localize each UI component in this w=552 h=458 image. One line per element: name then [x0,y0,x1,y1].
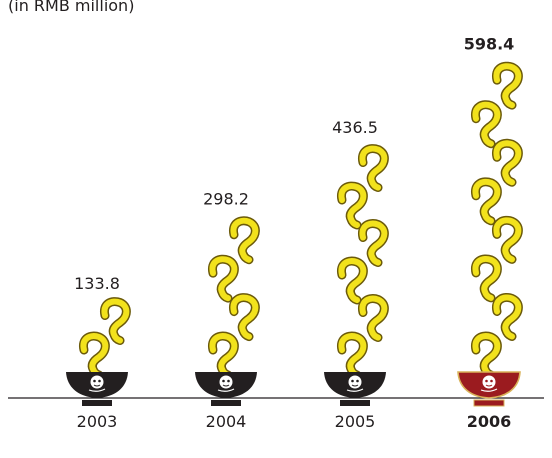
noodle-squiggle-icon [228,216,260,265]
bar-2005: 436.5 2005 [324,118,389,431]
noodle-squiggle-icon [336,331,368,380]
data-label: 598.4 [464,35,515,54]
noodle-squiggle-icon [336,256,368,305]
x-tick-label: 2005 [335,412,376,431]
noodle-squiggle-icon [78,331,110,380]
noodle-bowl-icon [195,372,257,406]
noodle-squiggle-icon [99,297,131,346]
data-label: 298.2 [203,189,249,208]
noodle-squiggle-icon [207,254,239,303]
noodle-squiggle-icon [470,331,502,380]
noodle-squiggle-icon [357,294,389,343]
noodle-squiggle-icon [470,254,502,303]
x-tick-label: 2006 [467,412,512,431]
noodle-squiggle-icon [207,331,239,380]
noodle-squiggle-icon [470,177,502,226]
noodle-squiggle-icon [357,144,389,193]
data-label: 436.5 [332,118,378,137]
bar-2004: 298.2 2004 [195,189,260,431]
noodle-squiggle-icon [491,215,523,264]
unit-subtitle: (in RMB million) [8,0,135,15]
noodle-bowl-icon [324,372,386,406]
noodle-bowl-icon [66,372,128,406]
noodle-squiggle-icon [491,61,523,110]
bar-2003: 133.8 2003 [66,274,131,431]
x-tick-label: 2003 [77,412,118,431]
noodle-squiggle-icon [357,219,389,268]
bar-2006: 598.4 2006 [457,35,523,431]
x-tick-label: 2004 [206,412,247,431]
noodle-squiggle-icon [491,293,523,341]
noodle-squiggle-icon [470,100,502,149]
noodle-bowl-icon [457,371,521,407]
data-label: 133.8 [74,274,120,293]
noodle-squiggle-icon [491,138,523,187]
noodle-squiggle-icon [228,293,260,342]
noodle-squiggle-icon [336,181,368,230]
